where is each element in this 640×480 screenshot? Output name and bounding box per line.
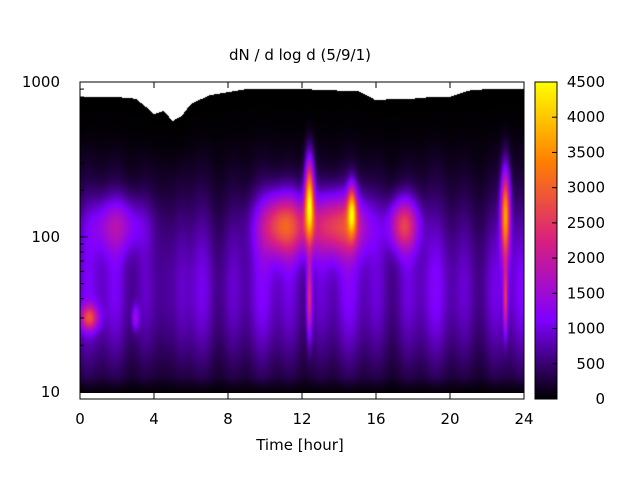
colorbar-tick-label: 2000 [567,249,605,267]
x-tick-label: 24 [514,410,533,428]
y-tick-label: 1000 [22,73,60,91]
x-tick-label: 0 [75,410,85,428]
colorbar-tick-label: 1000 [567,320,605,338]
colorbar-tick-label: 1500 [567,284,605,302]
x-tick-label: 12 [292,410,311,428]
y-axis-ticks: 10 100 1000 [22,73,88,401]
x-tick-label: 20 [440,410,459,428]
x-axis-label: Time [hour] [255,436,344,454]
colorbar-tick-label: 500 [576,355,605,373]
colorbar-tick-label: 3500 [567,143,605,161]
y-tick-label: 10 [41,383,60,401]
x-tick-label: 16 [366,410,385,428]
x-tick-label: 4 [149,410,159,428]
colorbar [534,81,558,400]
x-tick-label: 8 [223,410,233,428]
colorbar-tick-label: 4000 [567,108,605,126]
colorbar-tick-label: 3000 [567,179,605,197]
chart-title: dN / d log d (5/9/1) [229,46,371,64]
colorbar-ticks: 0 500 1000 1500 2000 2500 3000 3500 4000 4500 [552,73,605,408]
colorbar-tick-label: 2500 [567,214,605,232]
heatmap-plot-area [80,82,524,393]
colorbar-tick-label: 0 [595,390,605,408]
colorbar-tick-label: 4500 [567,73,605,91]
y-tick-label: 100 [31,228,60,246]
x-axis-ticks: 0 4 8 12 16 20 24 [75,82,534,428]
